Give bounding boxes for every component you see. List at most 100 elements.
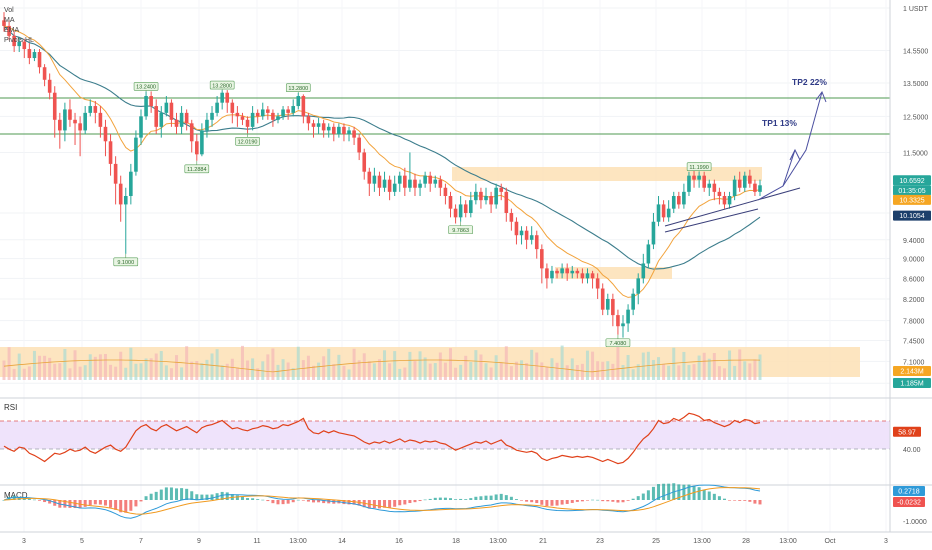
candle[interactable] [702,171,706,192]
candle[interactable] [134,130,138,176]
candle[interactable] [575,268,580,279]
time-axis[interactable]: 3 5 7 9 11 13:00 14 16 18 13:00 21 23 25 13:00 28 13:00… [0,531,932,545]
candle[interactable] [250,106,255,131]
candle[interactable] [68,99,72,127]
candle[interactable] [529,226,534,245]
candle[interactable] [220,90,224,110]
candle[interactable] [98,106,103,138]
candle[interactable] [423,171,427,188]
candle[interactable] [636,273,641,305]
candle[interactable] [169,99,174,127]
candle[interactable] [565,263,569,281]
candle[interactable] [291,99,296,117]
candle[interactable] [2,12,6,32]
candle[interactable] [367,167,372,197]
candle[interactable] [712,179,717,201]
candle[interactable] [337,123,341,138]
upper-trendline[interactable] [664,187,801,227]
candle[interactable] [443,183,448,205]
candle[interactable] [301,94,306,124]
candle[interactable] [88,99,93,117]
candle[interactable] [271,109,275,127]
indicator-legend-item[interactable]: EMA [4,27,20,34]
candle[interactable] [499,183,504,201]
candle[interactable] [240,112,245,126]
candle[interactable] [266,106,270,120]
rsi-pane[interactable]: RSI [0,397,932,465]
candle[interactable] [534,230,539,259]
indicator-legend-item[interactable]: Pivots HL [4,37,34,44]
candle[interactable] [316,118,321,135]
price-axis[interactable]: 1 USDT14.550013.500012.500011.500010.000… [889,0,931,532]
candle[interactable] [357,134,361,161]
candle[interactable] [342,123,346,142]
candle[interactable] [63,102,67,142]
candle[interactable] [590,270,595,289]
candle[interactable] [154,99,159,135]
candle[interactable] [281,106,285,120]
candle[interactable] [570,265,575,279]
candle[interactable] [58,112,62,149]
candle[interactable] [666,200,671,222]
candle[interactable] [438,175,443,197]
candle[interactable] [631,288,635,316]
candle[interactable] [7,20,11,41]
candle[interactable] [651,212,656,250]
candle[interactable] [560,263,564,279]
candle[interactable] [12,31,16,53]
candle[interactable] [103,119,108,157]
candle[interactable] [276,112,280,124]
candle[interactable] [753,179,757,197]
target-arrows[interactable] [757,90,827,201]
candle[interactable] [463,200,468,218]
candle[interactable] [47,73,52,100]
candle[interactable] [387,175,392,201]
candle[interactable] [671,191,676,213]
candle[interactable] [326,123,331,138]
candle[interactable] [362,148,367,180]
candle[interactable] [585,268,590,284]
indicator-legend-item[interactable]: MA [4,17,15,24]
candle[interactable] [646,239,651,269]
candle[interactable] [17,37,22,53]
candle[interactable] [540,244,544,284]
candle[interactable] [184,109,189,131]
candle[interactable] [408,152,412,192]
candle[interactable] [682,183,686,209]
candle[interactable] [514,217,519,245]
indicator-legend-item[interactable]: Vol [4,7,14,14]
candle[interactable] [139,109,143,145]
candle[interactable] [32,49,37,62]
candle[interactable] [200,123,204,157]
candle[interactable] [215,96,219,117]
candle[interactable] [113,156,118,205]
candle[interactable] [641,253,646,284]
candle[interactable] [129,163,133,205]
candle[interactable] [656,196,661,227]
candle[interactable] [255,109,260,124]
candle[interactable] [626,304,630,332]
candle[interactable] [448,191,453,218]
candle[interactable] [611,293,615,327]
candle[interactable] [687,171,691,197]
candle[interactable] [347,126,351,142]
macd-pane[interactable]: MACD [0,483,932,519]
candle[interactable] [413,173,417,197]
candle[interactable] [286,106,290,120]
candle[interactable] [108,134,113,176]
candle[interactable] [352,126,356,145]
candle[interactable] [707,179,712,197]
candle[interactable] [732,175,737,201]
candle[interactable] [22,38,27,59]
candle[interactable] [392,175,397,197]
candle[interactable] [479,187,483,209]
candle[interactable] [174,112,179,135]
candle[interactable] [474,183,478,205]
candle[interactable] [93,101,98,124]
candle[interactable] [311,119,316,138]
candle[interactable] [524,226,529,250]
candle[interactable] [737,171,742,192]
candle[interactable] [722,191,727,209]
candle[interactable] [225,90,230,113]
candle[interactable] [230,99,235,124]
